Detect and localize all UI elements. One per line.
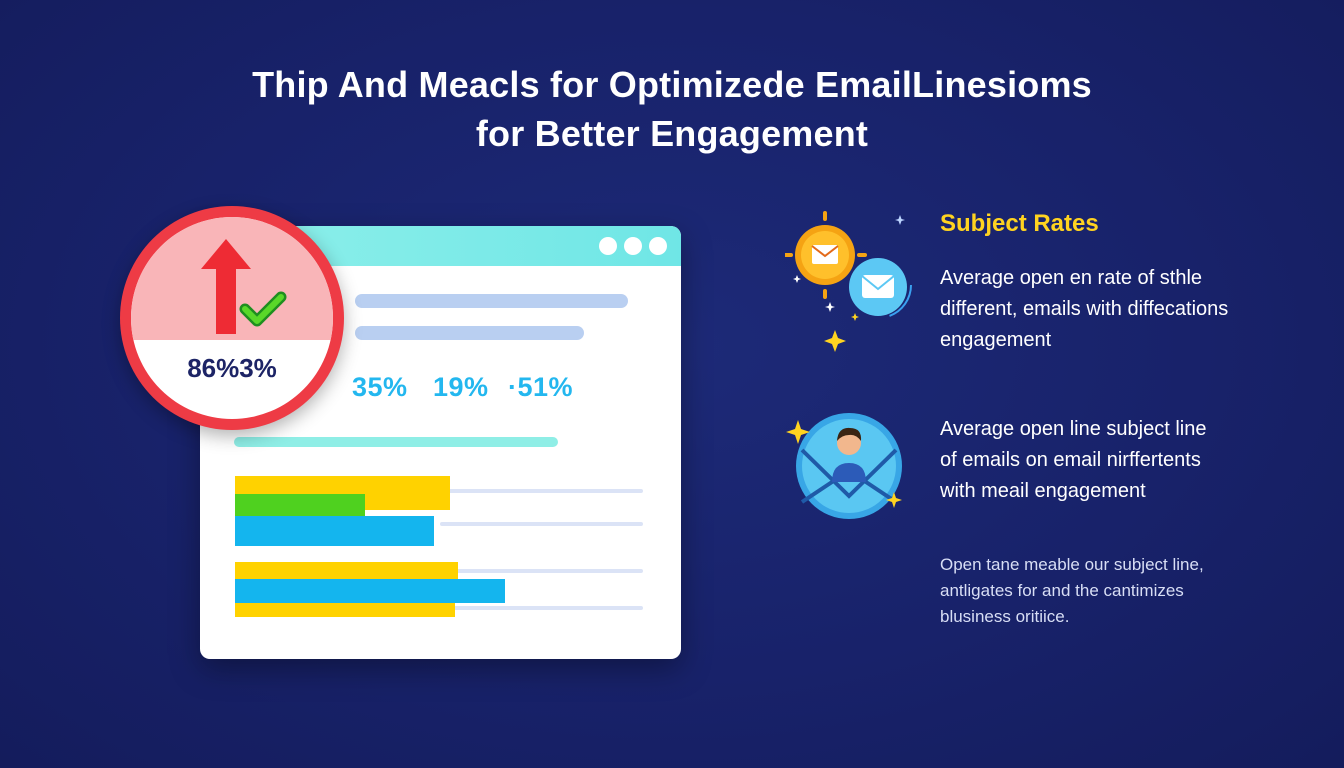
grid-line [440, 606, 643, 610]
grid-line [440, 569, 643, 573]
grid-line [440, 489, 643, 493]
title-line-1: Thip And Meacls for Optimizede EmailLine… [252, 64, 1092, 105]
info-block-3: Open tane meable our subject line, antli… [940, 552, 1280, 630]
stat-value: ·51% [508, 372, 574, 402]
info-line: Average open en rate of sthle [940, 267, 1203, 289]
info-line: different, emails with diffecations [940, 298, 1229, 320]
badge-inner: 86%3% [131, 217, 333, 419]
info-line: antligates for and the cantimizes [940, 581, 1184, 600]
bar-blue [235, 579, 505, 603]
badge-value: 86%3% [187, 353, 277, 383]
divider [234, 437, 558, 447]
info-line: with meail engagement [940, 480, 1146, 502]
placeholder-line [355, 326, 584, 340]
email-sparkle-icon [785, 211, 912, 352]
stat-value: 19% [433, 372, 489, 402]
info-line: Average open line subject line [940, 418, 1207, 440]
up-arrow-icon [201, 239, 251, 334]
info-line: Open tane meable our subject line, [940, 555, 1204, 574]
info-block-1: Average open en rate of sthle different,… [940, 263, 1280, 356]
grid-line [440, 522, 643, 526]
page-title: Thip And Meacls for Optimizede EmailLine… [0, 60, 1344, 158]
bar-blue [235, 516, 434, 546]
placeholder-line [355, 294, 628, 308]
bar-green [235, 494, 365, 516]
bar-yellow [235, 562, 458, 582]
window-dot-icon [649, 237, 667, 255]
info-line: blusiness oritiice. [940, 607, 1070, 626]
percentage-badge: 86%3% [120, 206, 344, 430]
user-envelope-icon [786, 413, 902, 519]
stat-value: 35% [352, 372, 408, 402]
info-block-2: Average open line subject line of emails… [940, 414, 1280, 507]
subject-rates-heading: Subject Rates [940, 210, 1099, 237]
window-dot-icon [624, 237, 642, 255]
check-icon [239, 291, 287, 327]
info-line: of emails on email nirffertents [940, 449, 1201, 471]
info-line: engagement [940, 329, 1052, 351]
bar-yellow [235, 603, 455, 617]
browser-window: 35% 19% ·51% [200, 226, 681, 659]
window-dot-icon [599, 237, 617, 255]
title-line-2: for Better Engagement [475, 113, 869, 154]
